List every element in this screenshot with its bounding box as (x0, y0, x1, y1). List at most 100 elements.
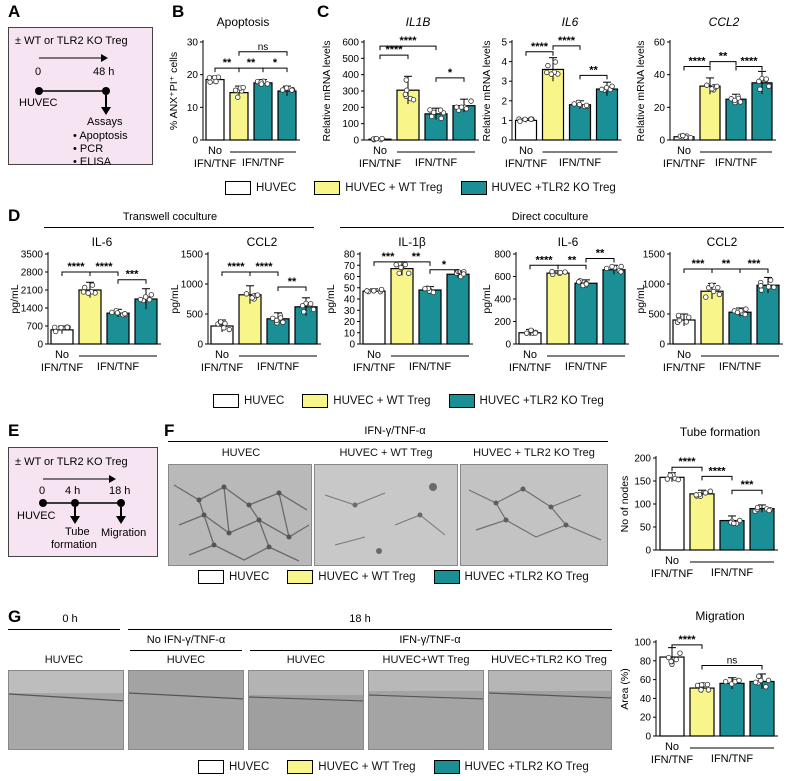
chart-c1-ytick-label: 0 (353, 136, 359, 147)
chart-d2-point (280, 319, 286, 325)
chart-d3-xlabel-no-2: IFN/TNF (353, 362, 395, 374)
chart-d4-ytick-label: 800 (494, 250, 511, 261)
chart-d1-point (114, 310, 121, 316)
chart-d5-point (710, 288, 717, 295)
chart-d2-point (226, 326, 232, 333)
chart-c1-point (458, 104, 465, 110)
chart-c2-ytick-label: 4 (501, 57, 507, 68)
chart-c2-bar-4 (595, 88, 619, 141)
chart-d4-bar-2 (546, 272, 570, 345)
chart-d1-bar-2 (78, 289, 102, 345)
chart-d3-bar-4 (446, 273, 470, 345)
chart-d5-point (683, 319, 690, 325)
chart-d5-xlabel-no-2: IFN/TNF (663, 362, 705, 374)
group-direct-line (340, 227, 784, 228)
chart-d4-point (528, 327, 534, 333)
chart-d4-point (549, 268, 555, 275)
chart-f-bracket-1 (671, 466, 703, 472)
chart-g-sig-1: **** (678, 634, 696, 646)
chart-d5-xlabel-ifn: IFN/TNF (719, 361, 761, 373)
chart-f-xlabel-no-2: IFN/TNF (651, 568, 693, 580)
g-noifn-label: No IFN-γ/TNF-α (146, 634, 226, 646)
chart-d2-point (221, 325, 227, 331)
chart-d3-title: IL-1β (398, 235, 426, 249)
chart-d2-sig-1: **** (227, 261, 245, 273)
f-image-ko-network (468, 486, 602, 541)
chart-d4-point (532, 330, 539, 336)
chart-d3-point (422, 285, 428, 292)
chart-d1-ytick-label: 1400 (21, 304, 44, 315)
chart-d1-point (81, 284, 88, 291)
chart-d3-point (406, 270, 412, 277)
chart-d1-point (137, 296, 144, 303)
chart-c2-point (544, 69, 550, 76)
chart-d5-point (703, 294, 709, 300)
chart-d1-point (52, 328, 59, 335)
chart-d5-point (742, 311, 748, 318)
chart-d5-ytick-label: 500 (648, 310, 665, 321)
f-col2-label: HUVEC + WT Treg (339, 447, 433, 459)
chart-d5-ytick-label: 1500 (643, 250, 666, 261)
chart-d5-sig-2: ** (722, 258, 731, 270)
chart-f-ytick-label: 200 (634, 454, 651, 465)
chart-b-point (289, 87, 295, 93)
legend-f-swatch-huvec (198, 570, 224, 584)
chart-b-point (207, 79, 213, 85)
chart-c1-sig-2: **** (399, 35, 417, 47)
g-t18-line (128, 629, 612, 630)
g-noifn-line (130, 650, 242, 651)
f-image-ko (460, 464, 608, 566)
chart-d2-bracket-3 (277, 286, 307, 291)
chart-c2-point (528, 116, 534, 122)
chart-d2-xlabel-ifn: IFN/TNF (257, 361, 299, 373)
chart-b-point (235, 94, 241, 100)
chart-f-bar-4 (749, 507, 775, 551)
scheme-e-tube-1: Tube (65, 526, 90, 538)
chart-d3-bar-2 (390, 268, 414, 345)
chart-g-ytick-label: 60 (640, 675, 652, 686)
chart-c3-point (732, 97, 738, 104)
chart-c3-point (757, 86, 763, 92)
legend-g-swatch-huvec (198, 760, 224, 774)
scheme-e-t0: 0 (39, 485, 46, 497)
scheme-a-t0: 0 (35, 66, 42, 78)
g-image-ifn-wt (368, 670, 484, 750)
chart-c2-point (548, 71, 554, 77)
chart-c2-point (583, 102, 590, 109)
g-image-0h (8, 670, 124, 750)
chart-c2-sig-3: ** (589, 64, 598, 76)
legend-g-ko: HUVEC +TLR2 KO Treg (464, 761, 589, 773)
chart-d5-point (686, 314, 692, 321)
scheme-a-box: ± WT or TLR2 KO Treg 0 48 h HUVEC Assays… (8, 27, 153, 168)
legend-d: HUVEC HUVEC + WT Treg HUVEC +TLR2 KO Tre… (213, 394, 622, 408)
chart-d5-bar-3 (728, 311, 752, 345)
chart-g-title: Migration (695, 609, 744, 623)
chart-g-point (736, 677, 742, 684)
chart-c1-bracket-2 (379, 45, 437, 51)
scheme-a-item-2: • PCR (73, 143, 104, 155)
chart-f-title: Tube formation (680, 425, 760, 439)
chart-d4-point (618, 269, 624, 275)
chart-d5-point (765, 284, 772, 290)
chart-c3-bracket-3 (735, 66, 763, 71)
chart-d2-point (243, 291, 250, 297)
chart-b-bar-3 (253, 82, 273, 141)
chart-d3-point (430, 289, 437, 296)
chart-d3-ytick-label: 80 (344, 250, 356, 261)
g-col4-label: HUVEC+WT Treg (382, 654, 470, 666)
chart-c2-point (552, 59, 559, 65)
chart-c2-ytick-label: 0 (501, 136, 507, 147)
g-t0-label: 0 h (62, 613, 78, 625)
chart-d5-point (758, 287, 765, 293)
chart-d1-point (122, 311, 128, 317)
f-col3-label: HUVEC + TLR2 KO Treg (473, 447, 595, 459)
scheme-a-huvec: HUVEC (19, 97, 58, 109)
chart-c3-ytick-label: 60 (654, 38, 666, 49)
chart-d3-ytick-label: 40 (344, 295, 356, 306)
chart-d1-sig-3: *** (126, 269, 140, 281)
